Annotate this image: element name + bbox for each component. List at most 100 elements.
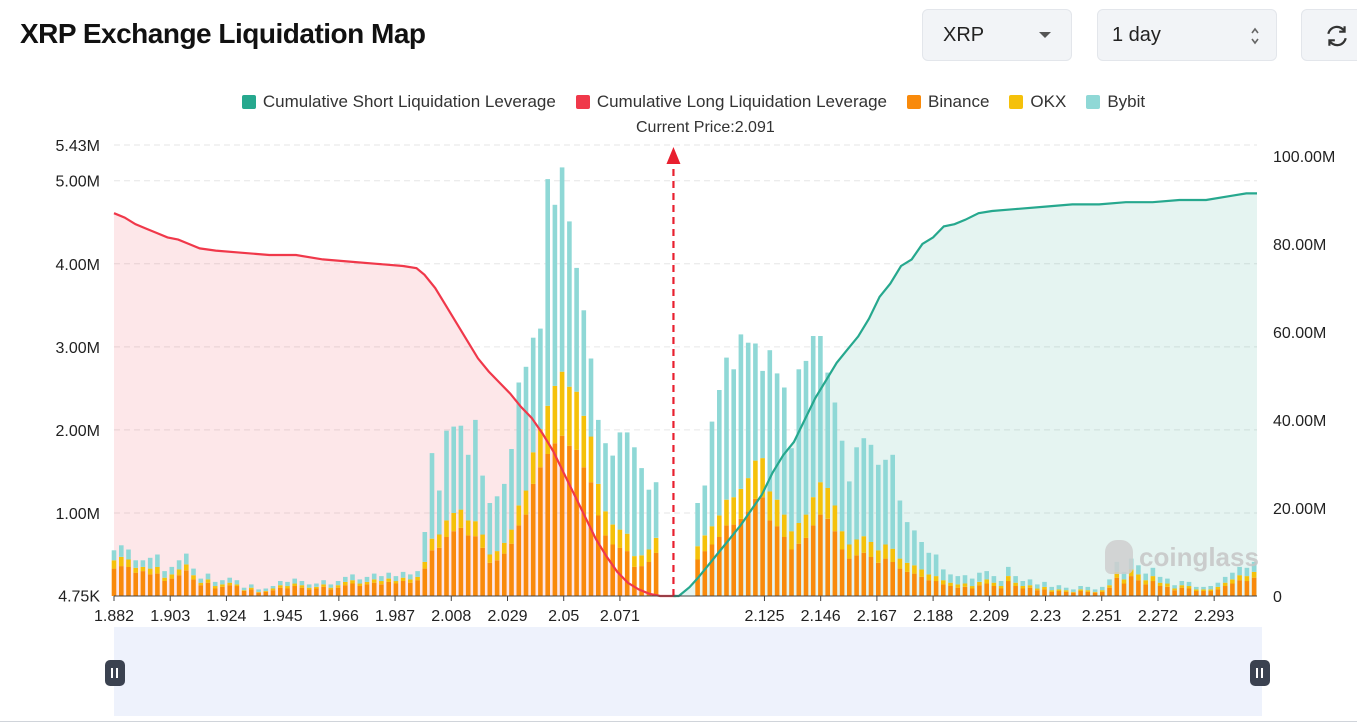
bar-binance: [480, 547, 485, 596]
y-right-tick-label: 20.00M: [1273, 501, 1326, 518]
bar-binance: [227, 585, 232, 596]
bar-binance: [753, 498, 758, 596]
bar-okx: [839, 531, 845, 550]
bar-okx: [890, 548, 895, 562]
bar-bybit: [429, 453, 435, 539]
bar-binance: [717, 537, 722, 596]
bar-binance: [306, 589, 312, 596]
legend-swatch: [575, 95, 590, 109]
bar-okx: [774, 499, 780, 527]
bar-okx: [1194, 589, 1199, 592]
bar-bybit: [825, 372, 830, 488]
bar-binance: [371, 582, 377, 596]
bar-binance: [1201, 591, 1206, 596]
bar-binance: [825, 518, 830, 596]
bar-bybit: [883, 459, 888, 545]
bar-okx: [249, 587, 254, 590]
symbol-select[interactable]: XRP: [922, 9, 1072, 61]
bar-okx: [1237, 575, 1242, 581]
bar-bybit: [1222, 576, 1228, 583]
bar-binance: [574, 449, 579, 596]
x-tick-label: 2.05: [548, 608, 579, 625]
bar-binance: [458, 527, 464, 596]
y-right-tick-label: 40.00M: [1273, 413, 1326, 430]
bar-bybit: [523, 366, 529, 491]
zoom-slider-track[interactable]: [114, 627, 1262, 716]
y-right-tick-label: 60.00M: [1273, 325, 1326, 342]
bar-binance: [509, 543, 514, 596]
bar-bybit: [321, 580, 326, 585]
bar-okx: [176, 569, 182, 576]
bar-binance: [1157, 586, 1163, 596]
bar-bybit: [588, 358, 594, 437]
bar-binance: [299, 587, 305, 596]
bar-bybit: [422, 532, 428, 562]
bar-bybit: [285, 581, 290, 587]
bar-bybit: [1006, 566, 1011, 576]
bar-bybit: [847, 481, 852, 545]
bar-binance: [335, 587, 341, 596]
bar-binance: [559, 435, 565, 596]
bar-binance: [724, 525, 729, 596]
bar-okx: [1128, 569, 1134, 576]
legend-item-4[interactable]: Bybit: [1086, 92, 1145, 112]
bar-okx: [140, 566, 146, 572]
bar-okx: [1049, 590, 1054, 592]
x-tick-label: 2.272: [1138, 608, 1178, 625]
bar-binance: [1006, 581, 1011, 596]
bar-bybit: [796, 369, 802, 523]
bar-binance: [738, 518, 744, 596]
zoom-handle-right[interactable]: [1250, 660, 1270, 686]
bar-binance: [364, 584, 370, 596]
bar-bybit: [941, 569, 946, 581]
bar-bybit: [709, 421, 715, 527]
bar-okx: [321, 584, 326, 587]
range-select[interactable]: 1 day: [1097, 9, 1277, 61]
bar-binance: [977, 585, 982, 596]
bar-okx: [437, 534, 442, 548]
bar-okx: [760, 458, 765, 498]
bar-binance: [941, 584, 946, 596]
legend-swatch: [1009, 95, 1024, 109]
x-tick-label: 2.23: [1030, 608, 1061, 625]
bar-okx: [861, 536, 867, 553]
bar-okx: [393, 581, 399, 584]
legend-item-0[interactable]: Cumulative Short Liquidation Leverage: [241, 92, 556, 112]
bar-bybit: [1042, 581, 1047, 587]
refresh-button[interactable]: [1301, 9, 1357, 61]
watermark: coinglass: [1105, 540, 1259, 574]
bar-binance: [263, 591, 269, 596]
bar-okx: [1222, 582, 1228, 586]
bar-bybit: [1049, 586, 1054, 591]
legend-label: Cumulative Short Liquidation Leverage: [262, 92, 556, 111]
bar-binance: [991, 586, 997, 596]
legend-item-3[interactable]: OKX: [1009, 92, 1066, 112]
bar-okx: [169, 574, 175, 579]
bar-okx: [227, 582, 232, 586]
legend-item-1[interactable]: Cumulative Long Liquidation Leverage: [575, 92, 887, 112]
refresh-icon: [1327, 25, 1347, 47]
bar-bybit: [270, 586, 276, 589]
bar-bybit: [162, 571, 167, 578]
bar-bybit: [191, 568, 196, 576]
bar-binance: [646, 561, 652, 596]
bar-okx: [624, 533, 630, 552]
legend-item-2[interactable]: Binance: [906, 92, 989, 112]
bar-okx: [545, 405, 550, 454]
bar-bybit: [198, 578, 204, 583]
bar-bybit: [502, 483, 507, 543]
bar-binance: [241, 591, 247, 596]
bar-okx: [285, 586, 290, 589]
bar-bybit: [839, 440, 845, 532]
bar-bybit: [538, 328, 543, 430]
bar-bybit: [738, 334, 744, 489]
bar-okx: [480, 534, 485, 548]
bar-bybit: [955, 576, 961, 585]
zoom-handle-left[interactable]: [105, 660, 125, 686]
bar-bybit: [767, 350, 773, 492]
bar-bybit: [818, 336, 823, 483]
bar-okx: [876, 550, 881, 563]
bar-bybit: [1027, 579, 1033, 586]
bar-okx: [574, 391, 579, 450]
bar-bybit: [876, 464, 881, 551]
